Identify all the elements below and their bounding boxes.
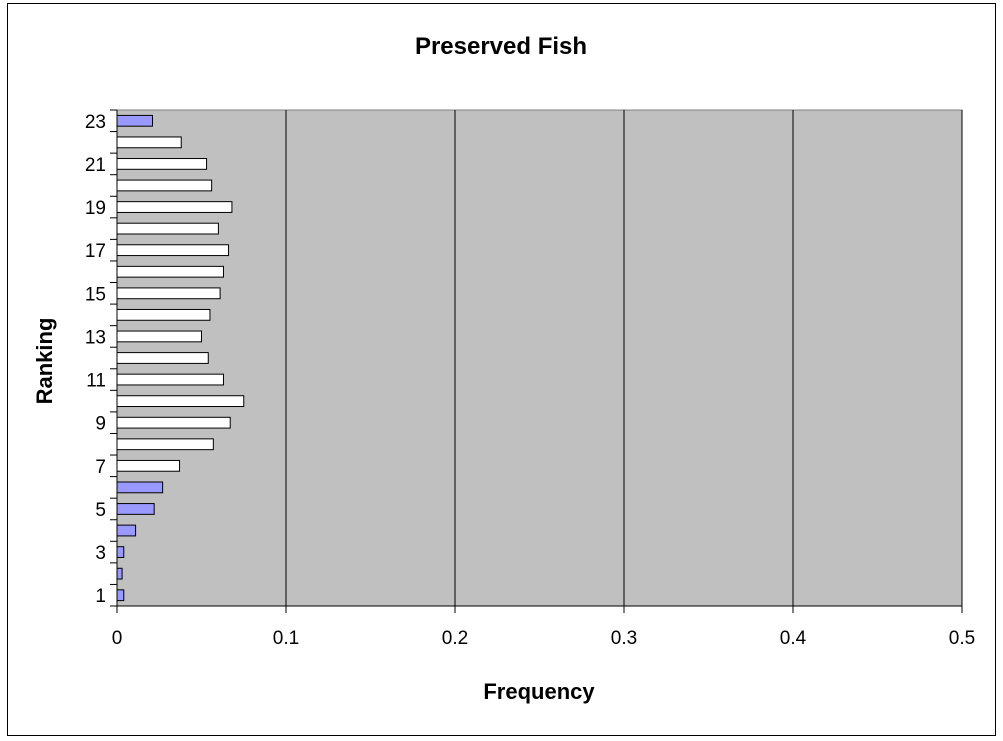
y-tick-label: 23 <box>85 112 106 133</box>
bar <box>116 589 125 602</box>
y-tick-label: 7 <box>95 457 106 478</box>
y-tick-label: 15 <box>85 284 106 305</box>
x-axis-label: Frequency <box>483 679 595 704</box>
bar <box>116 179 213 192</box>
y-tick-label: 13 <box>85 327 106 348</box>
y-tick-label: 5 <box>95 500 106 521</box>
bar <box>116 373 224 386</box>
bar <box>116 438 214 451</box>
bar <box>116 201 233 213</box>
x-tick-label: 0.1 <box>273 628 299 649</box>
axes <box>110 109 963 613</box>
bar <box>116 158 208 170</box>
x-tick-label: 0.4 <box>780 628 807 649</box>
x-tick-labels: 0 0.1 0.2 0.3 0.4 0.5 <box>112 628 976 649</box>
bar <box>116 395 245 408</box>
bar <box>116 352 209 364</box>
bar <box>116 503 155 515</box>
y-tick-label: 9 <box>95 414 106 435</box>
bar <box>116 287 221 300</box>
x-tick-label: 0 <box>112 628 123 649</box>
y-tick-label: 19 <box>85 198 106 219</box>
bars <box>116 114 245 602</box>
grid-lines <box>285 110 963 606</box>
chart-svg: Preserved Fish 0 0.1 0.2 0.3 0.4 0.5 13579111… <box>32 33 976 704</box>
bar <box>116 567 123 580</box>
chart-frame: Preserved Fish 0 0.1 0.2 0.3 0.4 0.5 1 3 5 7 9 11 1… <box>7 3 996 736</box>
bar <box>116 136 182 149</box>
y-tick-label: 3 <box>95 543 106 564</box>
y-tick-label: 11 <box>86 371 106 392</box>
bar <box>116 330 202 343</box>
bar <box>116 459 181 472</box>
bar <box>116 114 153 127</box>
y-tick-label: 21 <box>85 155 106 176</box>
bar <box>116 546 125 558</box>
bar <box>116 244 230 257</box>
y-tick-label: 1 <box>95 586 106 607</box>
bar <box>116 524 137 537</box>
plot-area <box>116 109 963 607</box>
bar <box>116 416 231 429</box>
y-axis-label: Ranking <box>32 318 57 405</box>
chart-title: Preserved Fish <box>415 33 587 60</box>
y-tick-label: 17 <box>85 241 106 262</box>
x-tick-label: 0.5 <box>949 628 975 649</box>
bar <box>116 222 219 235</box>
x-tick-label: 0.2 <box>442 628 468 649</box>
bar <box>116 481 164 494</box>
bar <box>116 308 211 321</box>
x-tick-label: 0.3 <box>611 628 637 649</box>
bar <box>116 265 224 278</box>
